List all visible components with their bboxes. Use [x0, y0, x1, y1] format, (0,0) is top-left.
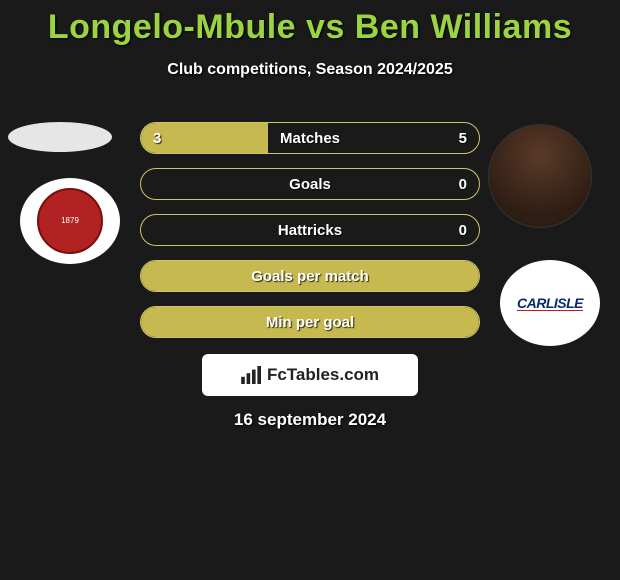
stats-container: 35Matches 0Goals 0Hattricks Goals per match…: [140, 122, 480, 352]
stat-label: Matches: [141, 123, 479, 153]
date-text: 16 september 2024: [0, 410, 620, 430]
right-club-crest: CARLISLE: [500, 260, 600, 346]
brand-text: FcTables.com: [267, 365, 379, 385]
stat-row: 0Hattricks: [140, 214, 480, 246]
left-player-avatar: [8, 122, 112, 152]
bars-icon: [241, 366, 263, 384]
right-player-avatar: [488, 124, 592, 228]
stat-label: Goals: [141, 169, 479, 199]
stat-label: Min per goal: [141, 307, 479, 337]
stat-row: Goals per match: [140, 260, 480, 292]
brand-box: FcTables.com: [202, 354, 418, 396]
stat-label: Goals per match: [141, 261, 479, 291]
stat-label: Hattricks: [141, 215, 479, 245]
stat-row: Min per goal: [140, 306, 480, 338]
page-title: Longelo-Mbule vs Ben Williams: [0, 0, 620, 47]
left-club-crest: 1879: [20, 178, 120, 264]
stat-row: 35Matches: [140, 122, 480, 154]
stat-row: 0Goals: [140, 168, 480, 200]
page-subtitle: Club competitions, Season 2024/2025: [0, 61, 620, 79]
carlisle-crest-icon: CARLISLE: [517, 295, 583, 311]
swindon-crest-icon: 1879: [37, 188, 103, 254]
